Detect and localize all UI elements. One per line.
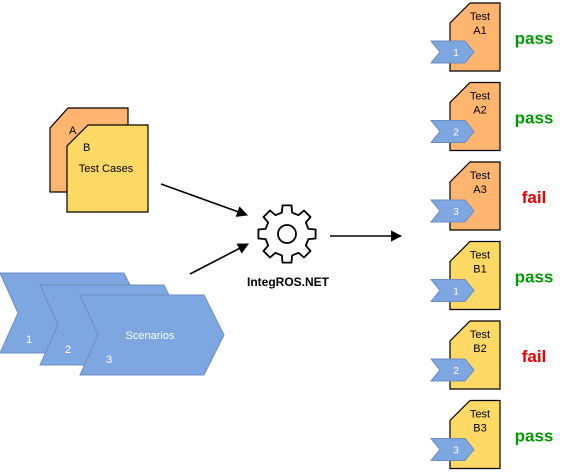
result-card-id: A3 (473, 184, 486, 196)
result-scenario-number: 2 (453, 366, 459, 377)
result-card-title: Test (470, 250, 490, 262)
scenario-chevron-3 (79, 294, 225, 376)
result-status: pass (515, 29, 554, 48)
result-status: pass (515, 109, 554, 128)
scenarios-stack: 1 2 3 Scenarios (0, 272, 225, 376)
test-cases-stack: A B Test Cases (49, 107, 149, 213)
test-cases-label: Test Cases (79, 163, 134, 175)
arrow-scenarios-to-engine (189, 243, 249, 275)
scenario-number-3: 3 (106, 354, 112, 366)
result-status: fail (522, 347, 547, 366)
result-card-title: Test (470, 170, 490, 182)
engine: IntegROS.NET (247, 204, 330, 289)
result-status: pass (515, 268, 554, 287)
scenarios-label: Scenarios (126, 330, 175, 342)
test-case-card-b (66, 124, 149, 213)
result-scenario-number: 1 (453, 287, 459, 298)
result-scenario-chevron (429, 40, 475, 64)
results-column: Test A1 1 pass Test A2 2 pass Test A3 3 fail Test B1 1… (429, 2, 554, 470)
result-scenario-number: 2 (453, 128, 459, 139)
result-card-id: A1 (473, 25, 486, 37)
result-scenario-chevron (429, 120, 475, 143)
result-item: Test B1 1 pass (429, 240, 554, 311)
result-item: Test B2 2 fail (429, 320, 547, 390)
result-scenario-chevron (429, 438, 475, 461)
result-scenario-number: 3 (453, 446, 459, 457)
result-card-id: B3 (473, 423, 486, 435)
engine-label: IntegROS.NET (247, 275, 330, 289)
result-scenario-chevron (429, 279, 475, 302)
scenario-number-1: 1 (26, 334, 32, 346)
result-scenario-chevron (429, 199, 475, 223)
result-status: fail (522, 188, 547, 207)
result-item: Test A1 1 pass (429, 2, 554, 72)
arrow-test-cases-to-engine (160, 183, 249, 217)
result-card-id: B2 (473, 343, 486, 355)
result-item: Test A2 2 pass (429, 81, 554, 152)
result-item: Test A3 3 fail (429, 161, 547, 231)
test-case-b-letter: B (83, 142, 90, 154)
result-scenario-number: 3 (453, 207, 459, 218)
gear-hub (277, 224, 297, 244)
gear-icon (257, 204, 317, 264)
result-item: Test B3 3 pass (429, 399, 554, 470)
result-card-title: Test (470, 409, 490, 421)
result-card-id: A2 (473, 105, 486, 117)
result-card-title: Test (470, 91, 490, 103)
test-case-a-letter: A (69, 125, 77, 137)
result-card-id: B1 (473, 264, 486, 276)
result-card-title: Test (470, 11, 490, 23)
scenario-number-2: 2 (65, 344, 71, 356)
result-status: pass (515, 427, 554, 446)
result-scenario-number: 1 (453, 48, 459, 59)
result-scenario-chevron (429, 358, 475, 382)
result-card-title: Test (470, 329, 490, 341)
